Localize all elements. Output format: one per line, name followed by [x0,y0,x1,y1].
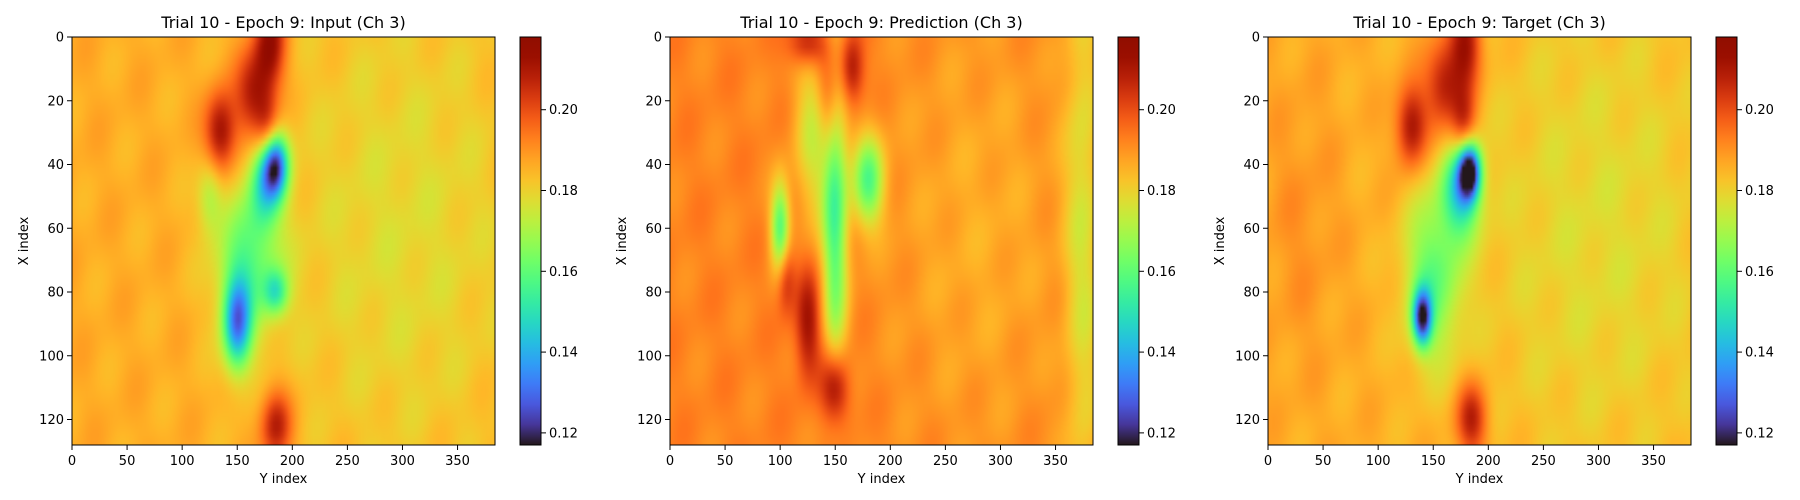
x-tick-label: 0 [1264,454,1272,469]
y-tick-label: 0 [1252,31,1260,46]
colorbar-tick-label: 0.16 [1745,265,1774,280]
x-tick-label: 100 [170,454,195,469]
y-tick-label: 20 [47,94,64,109]
chart-title: Trial 10 - Epoch 9: Prediction (Ch 3) [739,13,1022,32]
colorbar-gradient [1715,36,1738,446]
colorbar-tick-label: 0.12 [1745,426,1774,441]
y-tick-label: 100 [1235,349,1260,364]
heatmap-panel-1: Trial 10 - Epoch 9: Input (Ch 3) 0 50 100 15… [17,13,578,487]
y-axis-label: X index [17,216,32,265]
colorbar-tick-label: 0.12 [549,426,578,441]
heatmap-panel-2: Trial 10 - Epoch 9: Prediction (Ch 3) 0 50… [615,13,1176,487]
chart-title: Trial 10 - Epoch 9: Input (Ch 3) [160,13,405,32]
y-tick-label: 40 [47,158,64,173]
x-tick-label: 100 [1366,454,1391,469]
y-tick-label: 120 [1235,413,1260,428]
x-tick-label: 150 [225,454,250,469]
x-axis-label: Y index [1455,472,1504,487]
x-tick-label: 200 [878,454,903,469]
colorbar-gradient [1117,36,1140,446]
x-tick-label: 250 [933,454,958,469]
y-tick-label: 60 [1243,222,1260,237]
colorbar-tick-label: 0.14 [549,346,578,361]
y-tick-label: 120 [637,413,662,428]
y-tick-label: 40 [645,158,662,173]
x-axis-label: Y index [857,472,906,487]
x-tick-label: 50 [119,454,136,469]
x-tick-label: 250 [1531,454,1556,469]
y-axis-label: X index [615,216,630,265]
x-tick-label: 200 [280,454,305,469]
colorbar: 0.12 0.14 0.16 0.18 0.20 [1715,36,1774,446]
x-tick-label: 300 [390,454,415,469]
y-tick-label: 80 [645,286,662,301]
heatmap-panel-3: Trial 10 - Epoch 9: Target (Ch 3) 0 50 100 1… [1213,13,1774,487]
y-tick-label: 0 [56,31,64,46]
colorbar-tick-label: 0.18 [1147,184,1176,199]
colorbar-tick-label: 0.12 [1147,426,1176,441]
heatmap-image [72,37,495,445]
x-tick-label: 150 [823,454,848,469]
x-tick-label: 50 [1315,454,1332,469]
colorbar-gradient [519,36,542,446]
x-tick-label: 0 [68,454,76,469]
y-tick-label: 100 [637,349,662,364]
y-tick-label: 100 [39,349,64,364]
y-tick-label: 60 [645,222,662,237]
x-axis-label: Y index [259,472,308,487]
x-tick-label: 300 [988,454,1013,469]
colorbar-tick-label: 0.18 [549,184,578,199]
x-tick-label: 350 [445,454,470,469]
colorbar-tick-label: 0.14 [1147,346,1176,361]
heatmap-image [1268,37,1691,445]
y-tick-label: 60 [47,222,64,237]
y-tick-label: 20 [1243,94,1260,109]
y-tick-label: 80 [1243,286,1260,301]
colorbar-tick-label: 0.16 [1147,265,1176,280]
x-tick-label: 50 [717,454,734,469]
x-tick-label: 150 [1421,454,1446,469]
x-tick-label: 350 [1641,454,1666,469]
y-axis-label: X index [1213,216,1228,265]
y-tick-label: 0 [654,31,662,46]
plot-frame [1267,36,1692,446]
x-tick-label: 350 [1043,454,1068,469]
x-tick-label: 300 [1586,454,1611,469]
colorbar-tick-label: 0.16 [549,265,578,280]
y-tick-label: 40 [1243,158,1260,173]
colorbar: 0.12 0.14 0.16 0.18 0.20 [519,36,578,446]
colorbar-tick-label: 0.20 [1745,103,1774,118]
y-tick-label: 120 [39,413,64,428]
x-tick-label: 100 [768,454,793,469]
x-tick-label: 0 [666,454,674,469]
heatmap-image [670,37,1093,445]
plot-frame [71,36,496,446]
x-tick-label: 250 [335,454,360,469]
y-tick-label: 20 [645,94,662,109]
x-tick-label: 200 [1476,454,1501,469]
chart-title: Trial 10 - Epoch 9: Target (Ch 3) [1352,13,1605,32]
colorbar-tick-label: 0.20 [549,103,578,118]
colorbar-tick-label: 0.20 [1147,103,1176,118]
plot-frame [669,36,1094,446]
colorbar-tick-label: 0.18 [1745,184,1774,199]
colorbar-tick-label: 0.14 [1745,346,1774,361]
colorbar: 0.12 0.14 0.16 0.18 0.20 [1117,36,1176,446]
y-tick-label: 80 [47,286,64,301]
